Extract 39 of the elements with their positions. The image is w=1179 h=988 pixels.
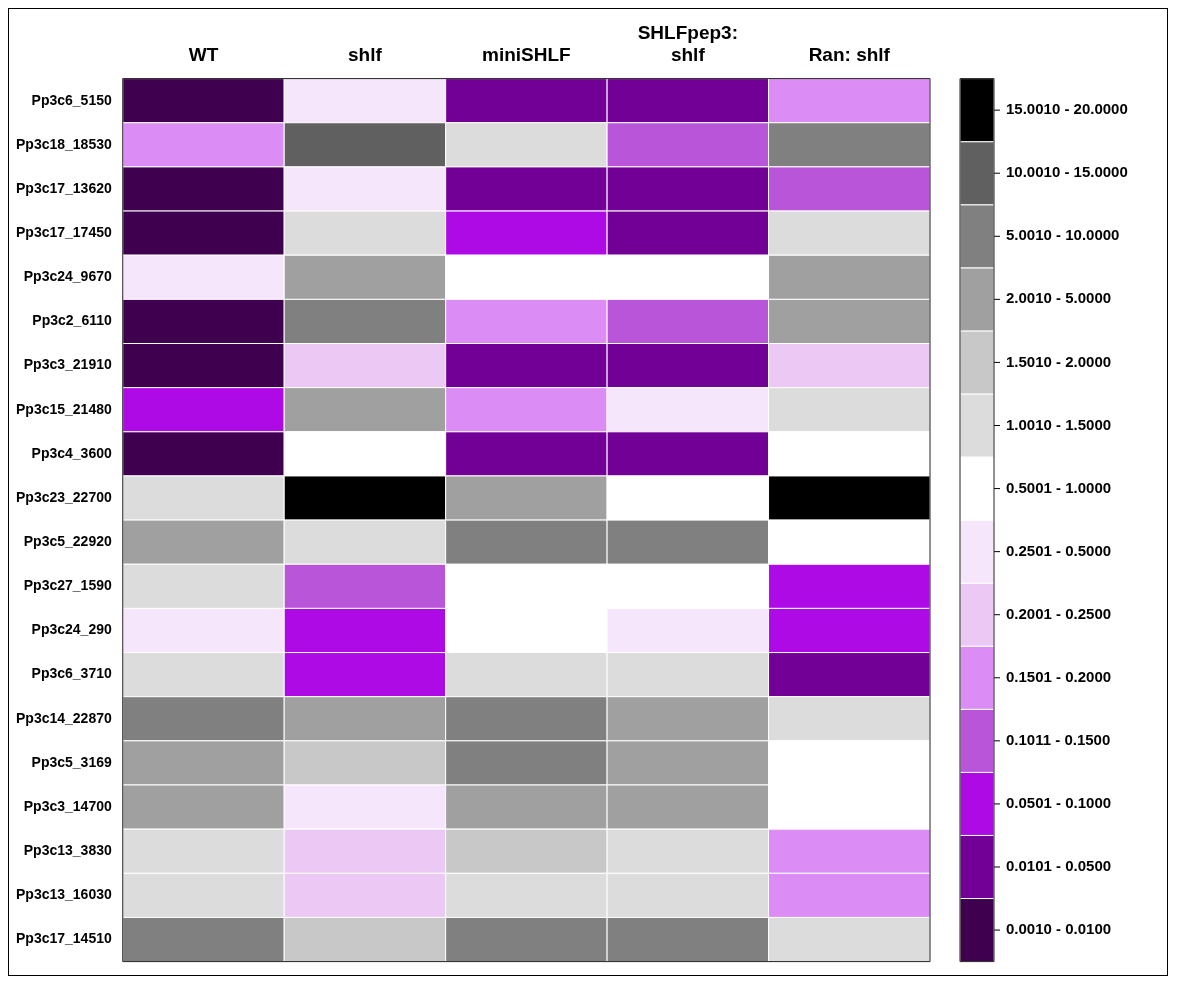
color-bar-label: 0.1501 - 0.2000 <box>1006 667 1112 685</box>
y-tick-label: Pp3c4_3600 <box>31 444 112 461</box>
y-tick-label: Pp3c23_22700 <box>15 488 112 505</box>
color-bar-label: 0.5001 - 1.0000 <box>1006 478 1112 496</box>
y-tick-label: Pp3c17_17450 <box>15 223 112 240</box>
color-bar-label: 0.0010 - 0.0100 <box>1006 920 1112 938</box>
y-tick-label: Pp3c17_14510 <box>15 930 112 947</box>
color-bar-label: 0.0501 - 0.1000 <box>1006 794 1112 812</box>
color-bar-label: 5.0010 - 10.0000 <box>1006 226 1120 244</box>
x-tick-label: SHLFpep3: shlf <box>637 21 738 66</box>
y-tick-label: Pp3c6_3710 <box>31 665 112 682</box>
y-tick-label: Pp3c3_21910 <box>23 356 112 373</box>
color-bar-label: 1.5010 - 2.0000 <box>1006 352 1112 370</box>
y-tick-label: Pp3c24_290 <box>31 621 112 638</box>
x-tick-label: WT <box>188 44 219 66</box>
color-bar-label: 10.0010 - 15.0000 <box>1006 163 1128 181</box>
color-bar-label: 1.0010 - 1.5000 <box>1006 415 1112 433</box>
x-tick-label: Ran: shlf <box>808 44 891 66</box>
y-tick-label: Pp3c3_14700 <box>23 797 112 814</box>
color-bar-label: 0.1011 - 0.1500 <box>1006 730 1111 748</box>
y-tick-label: Pp3c13_16030 <box>15 886 112 903</box>
x-tick-label: shlf <box>348 44 383 66</box>
y-tick-label: Pp3c6_5150 <box>31 91 112 108</box>
color-bar-label: 0.2501 - 0.5000 <box>1006 541 1112 559</box>
y-tick-label: Pp3c5_3169 <box>31 753 112 770</box>
color-bar-label: 2.0010 - 5.0000 <box>1006 289 1112 307</box>
y-tick-label: Pp3c13_3830 <box>23 842 112 859</box>
y-tick-label: Pp3c24_9670 <box>23 268 112 285</box>
color-bar-label: 0.0101 - 0.0500 <box>1006 857 1112 875</box>
color-bar-label: 0.2001 - 0.2500 <box>1006 604 1112 622</box>
y-tick-label: Pp3c27_1590 <box>23 577 112 594</box>
y-tick-label: Pp3c17_13620 <box>15 179 112 196</box>
y-tick-label: Pp3c15_21480 <box>15 400 112 417</box>
y-tick-label: Pp3c5_22920 <box>23 533 112 550</box>
y-tick-label: Pp3c18_18530 <box>15 135 112 152</box>
x-tick-label: miniSHLF <box>482 44 571 66</box>
y-tick-label: Pp3c14_22870 <box>15 709 112 726</box>
y-tick-label: Pp3c2_6110 <box>32 312 112 329</box>
color-bar-label: 15.0010 - 20.0000 <box>1006 100 1128 118</box>
